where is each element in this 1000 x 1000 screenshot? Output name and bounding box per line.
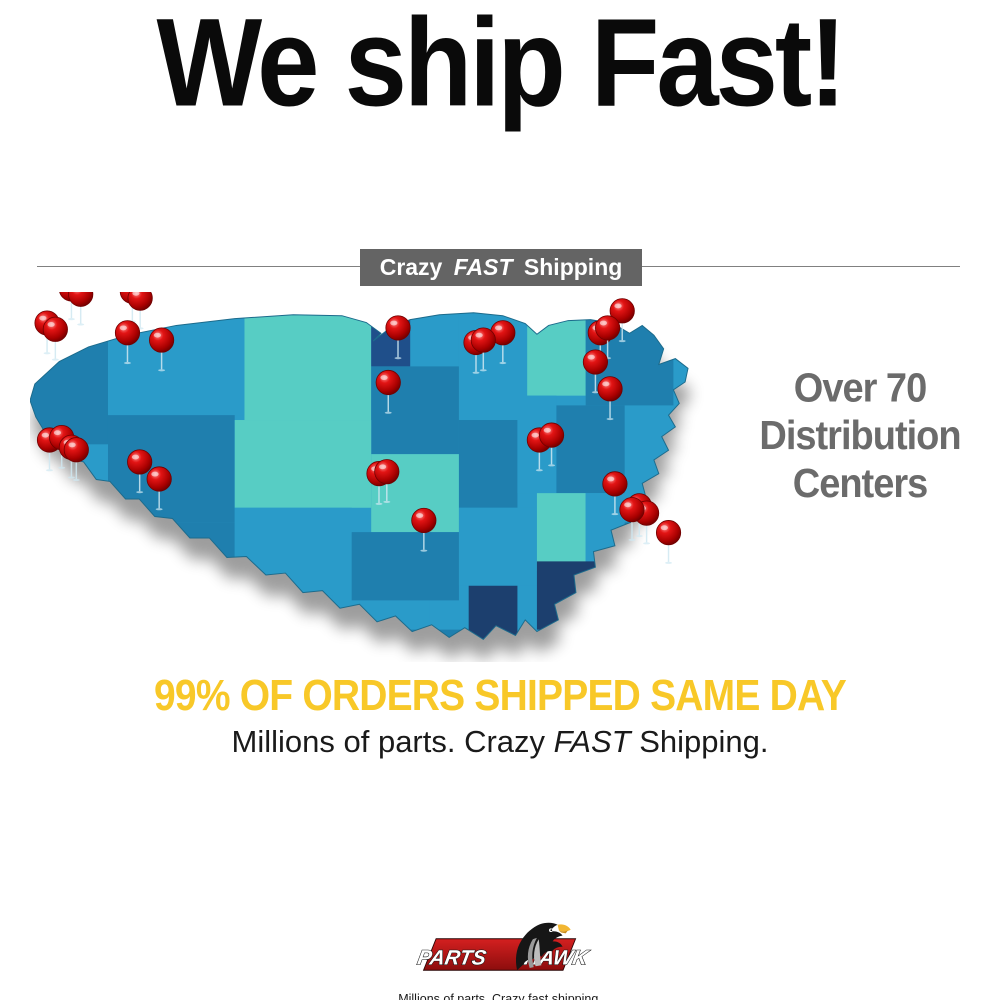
svg-text:PARTS: PARTS bbox=[416, 947, 488, 970]
